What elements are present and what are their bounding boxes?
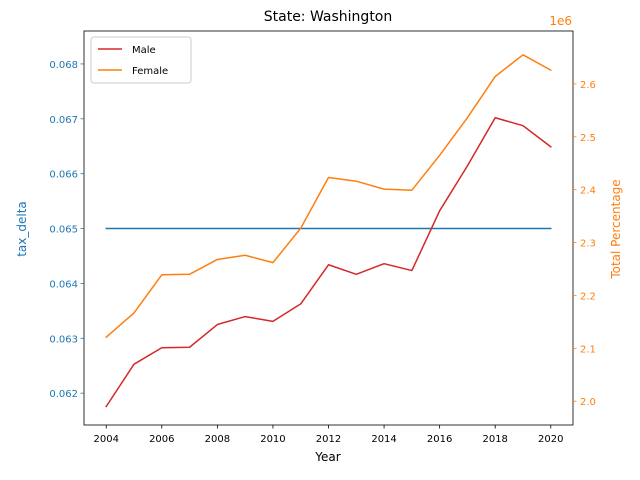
legend-label-0: Male xyxy=(132,45,156,56)
right-y-tick-label: 2.5 xyxy=(580,133,596,144)
x-tick-label: 2014 xyxy=(371,434,396,445)
x-tick-label: 2010 xyxy=(260,434,285,445)
axes: 2004 2006 2008 2010 2012 2014 2016 2018 2020 0.06… xyxy=(49,30,596,445)
series-line-right-1 xyxy=(105,54,552,339)
left-y-tick-label: 0.063 xyxy=(49,334,78,345)
right-axis-offset-label: 1e6 xyxy=(549,14,572,28)
right-y-tick-label: 2.3 xyxy=(580,239,596,250)
legend: Male Female xyxy=(90,36,192,84)
plot-area xyxy=(105,54,552,408)
right-y-tick-label: 2.4 xyxy=(580,186,596,197)
left-axis-label: tax_delta xyxy=(15,201,29,257)
right-y-tick-label: 2.0 xyxy=(580,397,596,408)
x-tick-label: 2020 xyxy=(538,434,563,445)
x-tick-label: 2016 xyxy=(427,434,452,445)
x-tick-label: 2006 xyxy=(149,434,174,445)
x-axis-label: Year xyxy=(314,450,340,464)
right-y-tick-label: 2.6 xyxy=(580,80,596,91)
right-y-tick-label: 2.1 xyxy=(580,344,596,355)
left-y-tick-label: 0.068 xyxy=(49,60,78,71)
left-y-tick-label: 0.066 xyxy=(49,170,78,181)
series-line-right-0 xyxy=(105,116,552,408)
left-y-tick-label: 0.062 xyxy=(49,389,78,400)
x-tick-label: 2008 xyxy=(205,434,230,445)
right-y-tick-label: 2.2 xyxy=(580,291,596,302)
x-tick-label: 2012 xyxy=(316,434,341,445)
left-y-tick-label: 0.067 xyxy=(49,115,78,126)
legend-label-1: Female xyxy=(132,66,168,77)
right-axis-label: Total Percentage xyxy=(609,179,623,279)
x-tick-label: 2004 xyxy=(94,434,119,445)
left-y-tick-label: 0.065 xyxy=(49,225,78,236)
x-tick-label: 2018 xyxy=(482,434,507,445)
chart-title: State: Washington xyxy=(264,9,393,25)
left-y-tick-label: 0.064 xyxy=(49,279,78,290)
